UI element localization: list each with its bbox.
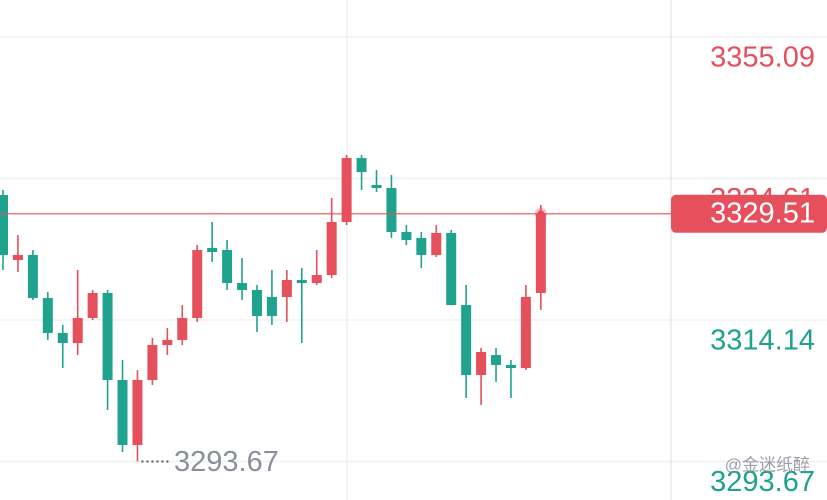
candle-body — [207, 247, 218, 253]
last-price-label: 3329.51 — [710, 197, 815, 229]
candle-body — [192, 250, 203, 318]
candle-body — [326, 222, 337, 276]
candle-body — [72, 317, 83, 344]
last-price-box — [671, 194, 827, 233]
candle-body — [356, 158, 367, 172]
y-tick-label: 3314.14 — [710, 325, 815, 357]
candle-body — [147, 345, 158, 380]
last-price-dot-core — [537, 210, 545, 218]
candle-body — [0, 194, 8, 255]
candle-body — [12, 254, 23, 261]
candle-body — [162, 339, 173, 346]
watermark: @金迷纸醉 — [725, 455, 810, 474]
candle-body — [446, 233, 457, 306]
candle-body — [42, 298, 53, 333]
candle-body — [491, 355, 502, 365]
candle-body — [237, 283, 248, 291]
candle-body — [177, 317, 188, 340]
candle-body — [251, 290, 262, 316]
candle-body — [371, 184, 382, 189]
candle-body — [386, 188, 397, 232]
candle-body — [222, 250, 233, 284]
candle-body — [461, 305, 472, 375]
candle-body — [266, 296, 277, 316]
y-tick-label: 3355.09 — [710, 42, 815, 74]
candle-body — [416, 237, 427, 255]
candle-body — [87, 292, 98, 318]
candle-body — [281, 279, 292, 297]
candle-body — [520, 296, 531, 369]
candle-body — [476, 351, 487, 375]
candle-body — [341, 158, 352, 223]
candle-body — [311, 275, 322, 284]
y-tick-label: 3293.67 — [710, 466, 815, 498]
candle-body — [505, 364, 516, 369]
candle-body — [401, 231, 412, 240]
candle-body — [57, 332, 68, 344]
candle-body — [102, 292, 113, 380]
candle-body — [132, 379, 143, 445]
candle-body — [296, 279, 307, 284]
min-label: 3293.67 — [174, 446, 279, 478]
candle-body — [117, 379, 128, 445]
candle-body — [27, 254, 38, 299]
candle-body — [535, 213, 546, 293]
candle-body — [431, 233, 442, 255]
